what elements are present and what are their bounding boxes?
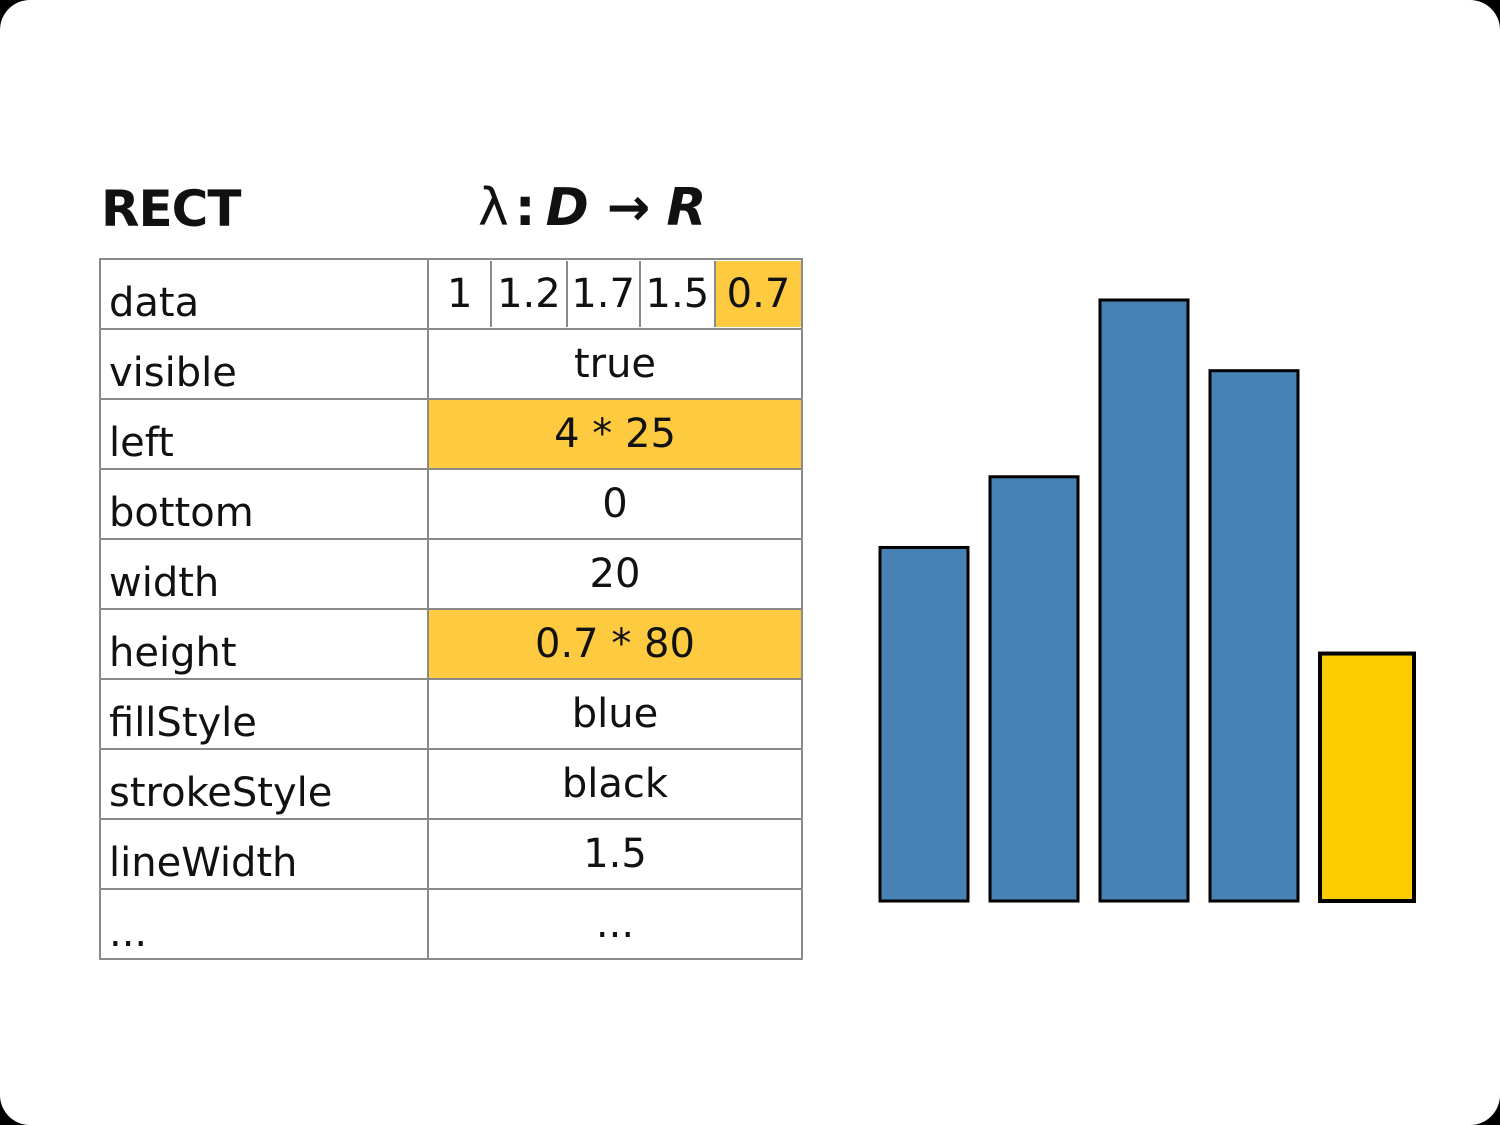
table-row: fillStyle blue: [99, 678, 803, 750]
property-name: bottom: [99, 468, 429, 540]
formula: λ: D → R: [478, 178, 706, 238]
property-value: 20: [427, 538, 803, 610]
bar: [1208, 369, 1300, 903]
bar-highlighted: [1318, 651, 1416, 903]
table-row: bottom 0: [99, 468, 803, 540]
property-name: ...: [99, 888, 429, 960]
property-name: width: [99, 538, 429, 610]
property-value: 0: [427, 468, 803, 540]
data-value: 1.2: [490, 261, 565, 327]
table-row: data 1 1.2 1.7 1.5 0.7: [99, 258, 803, 330]
property-name: lineWidth: [99, 818, 429, 890]
table-row: strokeStyle black: [99, 748, 803, 820]
mark-title: RECT: [101, 180, 241, 238]
table-row: left 4 * 25: [99, 398, 803, 470]
bar: [1098, 298, 1190, 903]
property-name: data: [99, 258, 429, 330]
property-name: fillStyle: [99, 678, 429, 750]
data-value: 1.5: [638, 261, 714, 327]
data-values-cell: 1 1.2 1.7 1.5 0.7: [427, 258, 803, 330]
bar: [878, 545, 970, 903]
data-value: 1.7: [565, 261, 639, 327]
range-symbol: R: [666, 178, 707, 238]
table-row: width 20: [99, 538, 803, 610]
table-row: height 0.7 * 80: [99, 608, 803, 680]
lambda-symbol: λ: [478, 178, 509, 238]
bar: [988, 475, 1080, 903]
property-value: 1.5: [427, 818, 803, 890]
property-value: black: [427, 748, 803, 820]
property-name: height: [99, 608, 429, 680]
bar-chart: [878, 298, 1416, 903]
property-name: left: [99, 398, 429, 470]
arrow-symbol: →: [606, 178, 651, 238]
colon-symbol: :: [514, 178, 536, 238]
property-name: strokeStyle: [99, 748, 429, 820]
property-value: true: [427, 328, 803, 400]
domain-symbol: D: [545, 178, 589, 238]
table-row: lineWidth 1.5: [99, 818, 803, 890]
property-value: 4 * 25: [427, 398, 803, 470]
data-values-row: 1 1.2 1.7 1.5 0.7: [429, 261, 802, 327]
property-value: blue: [427, 678, 803, 750]
property-table: data 1 1.2 1.7 1.5 0.7 visible true left 4 * 25 bo…: [99, 258, 803, 960]
property-name: visible: [99, 328, 429, 400]
data-value: 1: [446, 271, 473, 317]
data-value: 0.7: [713, 261, 802, 327]
table-row: ......: [99, 888, 803, 960]
property-value: ...: [427, 888, 803, 960]
table-row: visible true: [99, 328, 803, 400]
property-value: 0.7 * 80: [427, 608, 803, 680]
